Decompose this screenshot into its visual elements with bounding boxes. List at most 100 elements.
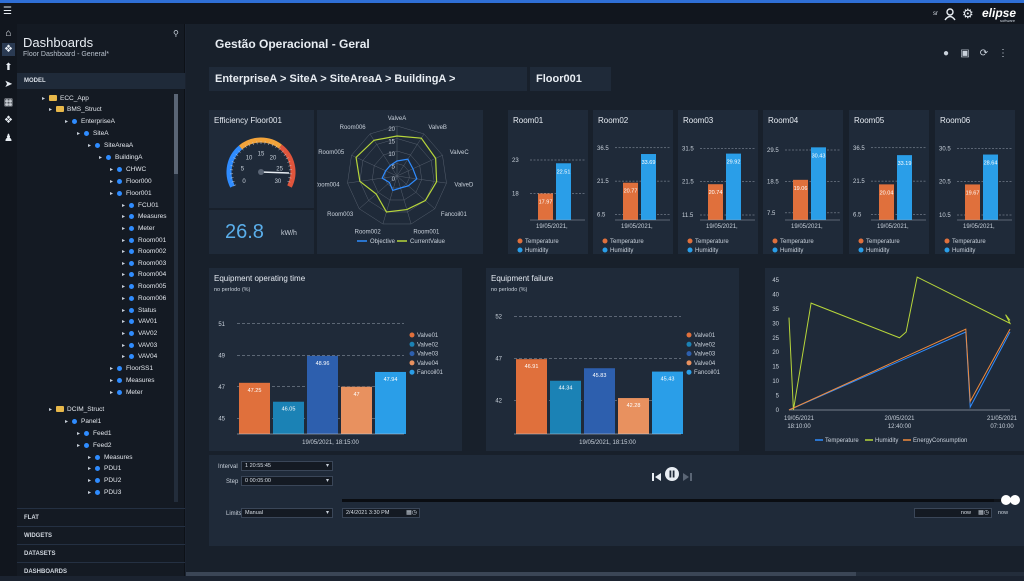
tree-item[interactable]: ▸PDU1	[88, 464, 121, 474]
tree-item[interactable]: ▸BuildingA	[99, 153, 142, 163]
chevron-icon[interactable]: ▸	[110, 388, 117, 398]
user-icon[interactable]	[944, 7, 956, 21]
users-icon[interactable]: ♟	[2, 132, 15, 145]
tree-item[interactable]: ▸Room002	[122, 247, 166, 257]
chevron-icon[interactable]: ▸	[122, 306, 129, 316]
timeline-track[interactable]	[342, 499, 1014, 502]
calendar-icon[interactable]: ▦◷	[978, 509, 989, 516]
chevron-icon[interactable]: ▸	[122, 236, 129, 246]
tree-item[interactable]: ▸Floor001	[110, 189, 152, 199]
chevron-icon[interactable]: ▸	[122, 294, 129, 304]
interval-select[interactable]: 1 20:55:45 ▾	[241, 461, 333, 471]
timeline-end-handle[interactable]	[1010, 495, 1020, 505]
chevron-icon[interactable]: ▸	[122, 317, 129, 327]
skip-forward-icon[interactable]	[682, 469, 692, 479]
tree-item[interactable]: ▸Meter	[110, 388, 143, 398]
tree-item[interactable]: ▸Panel1	[65, 417, 101, 427]
navigate-icon[interactable]: ➤	[2, 78, 15, 91]
chevron-icon[interactable]: ▸	[122, 352, 129, 362]
tree-item[interactable]: ▸Room005	[122, 282, 166, 292]
tree-item[interactable]: ▸Floor000	[110, 177, 152, 187]
pause-icon[interactable]	[665, 467, 679, 481]
tree-item[interactable]: ▸Room006	[122, 294, 166, 304]
upload-icon[interactable]: ⬆	[2, 61, 15, 74]
chevron-icon[interactable]: ▸	[88, 141, 95, 151]
tree-item[interactable]: ▸FCU01	[122, 201, 159, 211]
tree-item[interactable]: ▸PDU2	[88, 476, 121, 486]
more-icon[interactable]: ⋮	[997, 48, 1009, 60]
hierarchy-icon[interactable]: ▦	[2, 96, 15, 109]
tree-item[interactable]: ▸VAV03	[122, 341, 157, 351]
breadcrumb[interactable]: EnterpriseA > SiteA > SiteAreaA > Buildi…	[209, 67, 527, 91]
tree-item[interactable]: ▸Measures	[88, 453, 133, 463]
chevron-icon[interactable]: ▸	[110, 376, 117, 386]
home-icon[interactable]: ⌂	[2, 27, 15, 40]
tree-item[interactable]: ▸VAV02	[122, 329, 157, 339]
chevron-icon[interactable]: ▸	[110, 165, 117, 175]
chevron-icon[interactable]: ▸	[110, 177, 117, 187]
chevron-icon[interactable]: ▸	[99, 153, 106, 163]
tree-item[interactable]: ▸Status	[122, 306, 156, 316]
modules-icon[interactable]: ❖	[2, 114, 15, 127]
tree-scrollbar-thumb[interactable]	[174, 94, 178, 174]
end-date-input[interactable]: now ▦◷	[914, 508, 992, 518]
refresh-icon[interactable]: ⟳	[978, 48, 990, 60]
tree-item[interactable]: ▸VAV04	[122, 352, 157, 362]
chevron-icon[interactable]: ▸	[65, 117, 72, 127]
calendar-icon[interactable]: ▦◷	[406, 509, 417, 516]
tree-item[interactable]: ▸Room004	[122, 270, 166, 280]
chevron-icon[interactable]: ▸	[88, 488, 95, 498]
chevron-icon[interactable]: ▸	[88, 476, 95, 486]
tree-item[interactable]: ▸EnterpriseA	[65, 117, 115, 127]
chevron-icon[interactable]: ▸	[122, 282, 129, 292]
chevron-icon[interactable]: ▸	[122, 247, 129, 257]
tree-item[interactable]: ▸CHWC	[110, 165, 146, 175]
dashboards-icon[interactable]: ❖	[2, 43, 15, 56]
limits-select[interactable]: Manual ▾	[241, 508, 333, 518]
chevron-icon[interactable]: ▸	[110, 189, 117, 199]
lock-icon[interactable]: ●	[940, 48, 952, 60]
main-hscrollbar-thumb[interactable]	[186, 572, 856, 576]
tree-item[interactable]: ▸BMS_Struct	[49, 105, 102, 115]
tree-item[interactable]: ▸SiteA	[77, 129, 109, 139]
chevron-icon[interactable]: ▸	[77, 429, 84, 439]
tree-item[interactable]: ▸Measures	[122, 212, 167, 222]
chevron-icon[interactable]: ▸	[88, 453, 95, 463]
start-date-input[interactable]: 2/4/2021 3:30 PM ▦◷	[342, 508, 420, 518]
chevron-icon[interactable]: ▸	[122, 329, 129, 339]
chevron-icon[interactable]: ▸	[110, 364, 117, 374]
tree-item[interactable]: ▸Feed1	[77, 429, 111, 439]
chevron-icon[interactable]: ▸	[49, 105, 56, 115]
tree-item[interactable]: ▸SiteAreaA	[88, 141, 133, 151]
sidebar-section-widgets[interactable]: WIDGETS	[17, 526, 185, 544]
pin-icon[interactable]: ⚲	[173, 29, 179, 38]
floor-selector[interactable]: Floor001	[530, 67, 611, 91]
chevron-icon[interactable]: ▸	[77, 129, 84, 139]
chevron-icon[interactable]: ▸	[122, 270, 129, 280]
model-section-header[interactable]: MODEL	[17, 73, 185, 89]
chevron-icon[interactable]: ▸	[122, 259, 129, 269]
step-select[interactable]: 0 00:05:00 ▾	[241, 476, 333, 486]
tree-item[interactable]: ▸Room003	[122, 259, 166, 269]
gear-icon[interactable]: ⚙	[962, 6, 974, 22]
chevron-icon[interactable]: ▸	[88, 464, 95, 474]
tree-item[interactable]: ▸Measures	[110, 376, 155, 386]
chevron-icon[interactable]: ▸	[77, 441, 84, 451]
chevron-icon[interactable]: ▸	[42, 94, 49, 104]
chevron-icon[interactable]: ▸	[122, 212, 129, 222]
tree-item[interactable]: ▸PDU3	[88, 488, 121, 498]
chevron-icon[interactable]: ▸	[122, 224, 129, 234]
save-icon[interactable]: ▣	[959, 48, 971, 60]
sidebar-section-dashboards[interactable]: DASHBOARDS	[17, 562, 185, 580]
sidebar-section-datasets[interactable]: DATASETS	[17, 544, 185, 562]
tree-item[interactable]: ▸FloorSS1	[110, 364, 153, 374]
chevron-icon[interactable]: ▸	[122, 341, 129, 351]
tree-item[interactable]: ▸VAV01	[122, 317, 157, 327]
chevron-icon[interactable]: ▸	[65, 417, 72, 427]
tree-item[interactable]: ▸Feed2	[77, 441, 111, 451]
sidebar-section-flat[interactable]: FLAT	[17, 508, 185, 526]
menu-icon[interactable]: ☰	[3, 7, 14, 17]
tree-item[interactable]: ▸DCIM_Struct	[49, 405, 104, 415]
chevron-icon[interactable]: ▸	[49, 405, 56, 415]
tree-item[interactable]: ▸ECC_App	[42, 94, 89, 104]
